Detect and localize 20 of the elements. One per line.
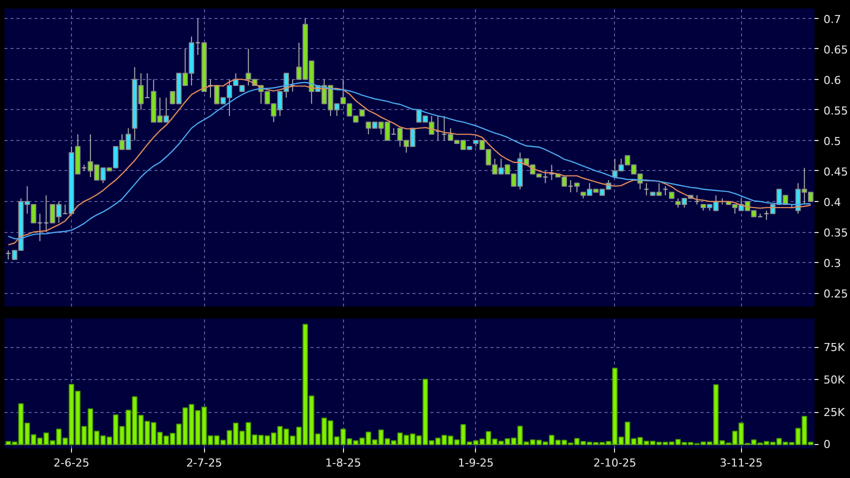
y-tick-label: 25K	[824, 406, 846, 419]
y-tick-label: 0.5	[824, 134, 841, 148]
x-tick-label: 2-10-25	[593, 456, 636, 470]
x-tick-label: 1-9-25	[458, 456, 494, 470]
y-tick-label: 75K	[824, 341, 846, 354]
x-tick-label: 2-7-25	[186, 456, 222, 470]
y-tick-label: 0.3	[824, 257, 841, 270]
y-tick-label: 0.55	[824, 104, 848, 118]
x-tick-label: 1-8-25	[325, 456, 362, 470]
y-tick-label: 0.25	[824, 288, 848, 301]
y-tick-label: 0.4	[824, 196, 841, 209]
x-tick-label: 2-6-25	[54, 456, 90, 470]
y-tick-label: 0.65	[824, 43, 848, 56]
x-tick-label: 3-11-25	[720, 456, 763, 470]
y-tick-label: 0.35	[824, 226, 848, 240]
y-tick-label: 0.45	[824, 165, 848, 178]
y-tick-label: 50K	[824, 373, 846, 386]
y-tick-label: 0	[824, 438, 830, 452]
y-tick-label: 0.7	[824, 12, 841, 26]
y-tick-label: 0.6	[824, 74, 841, 87]
